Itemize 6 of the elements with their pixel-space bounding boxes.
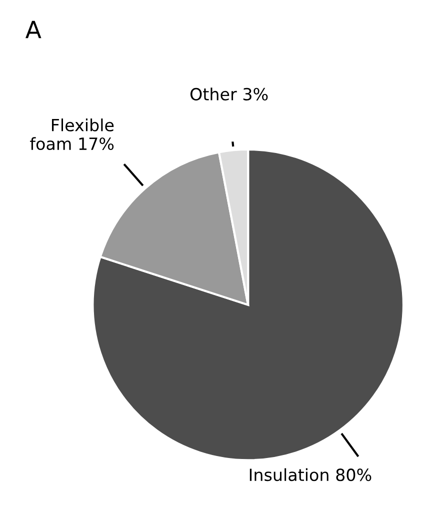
slice-label: Other 3% (190, 88, 268, 100)
slice-label: Flexible foam 17% (30, 118, 114, 150)
pie-slice (99, 151, 250, 306)
pie-slice (92, 148, 405, 462)
chart-title: A (26, 20, 42, 38)
slice-label: Insulation 80% (250, 468, 372, 482)
